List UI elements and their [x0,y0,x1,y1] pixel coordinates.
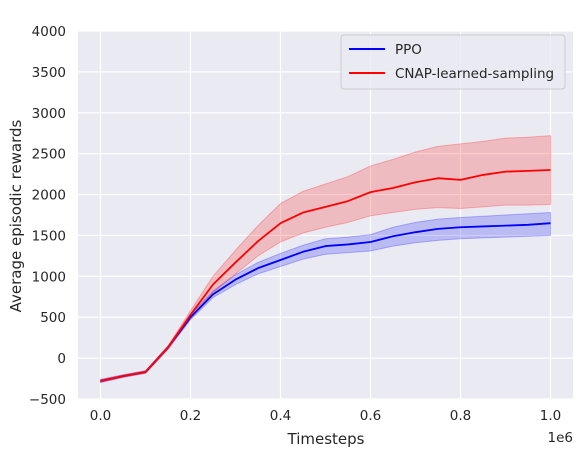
x-axis-offset-label: 1e6 [548,430,573,446]
series-lines [100,169,551,382]
x-tick-label: 0.0 [90,408,111,424]
x-tick-label: 0.8 [450,408,471,424]
y-tick-label: 4000 [32,24,66,40]
y-axis-ticks: −500 0 500 1000 1500 2000 2500 3000 3500 4000 [29,24,66,408]
x-axis-label: Timesteps [287,430,365,448]
y-tick-label: 0 [57,351,66,367]
x-tick-label: 0.4 [270,408,291,424]
y-tick-label: −500 [29,392,66,408]
legend-label-cnap: CNAP-learned-sampling [395,66,554,82]
legend: PPO CNAP-learned-sampling [340,34,566,90]
y-tick-label: 3500 [32,65,66,81]
x-axis-ticks: 0.0 0.2 0.4 0.6 0.8 1.0 [90,408,561,424]
x-tick-label: 0.6 [360,408,381,424]
series-line-cnap [100,169,551,382]
y-tick-label: 500 [40,310,66,326]
y-axis-label: Average episodic rewards [7,119,25,312]
x-tick-label: 0.2 [180,408,201,424]
legend-label-ppo: PPO [395,42,422,58]
y-tick-label: 1500 [32,228,66,244]
band-cnap [100,135,551,383]
y-tick-label: 2500 [32,147,66,163]
y-tick-label: 2000 [32,188,66,204]
plot-background [78,31,573,399]
grid-lines [78,30,573,400]
y-tick-label: 1000 [32,269,66,285]
legend-box [340,34,566,90]
x-tick-label: 1.0 [540,408,561,424]
y-tick-label: 3000 [32,106,66,122]
